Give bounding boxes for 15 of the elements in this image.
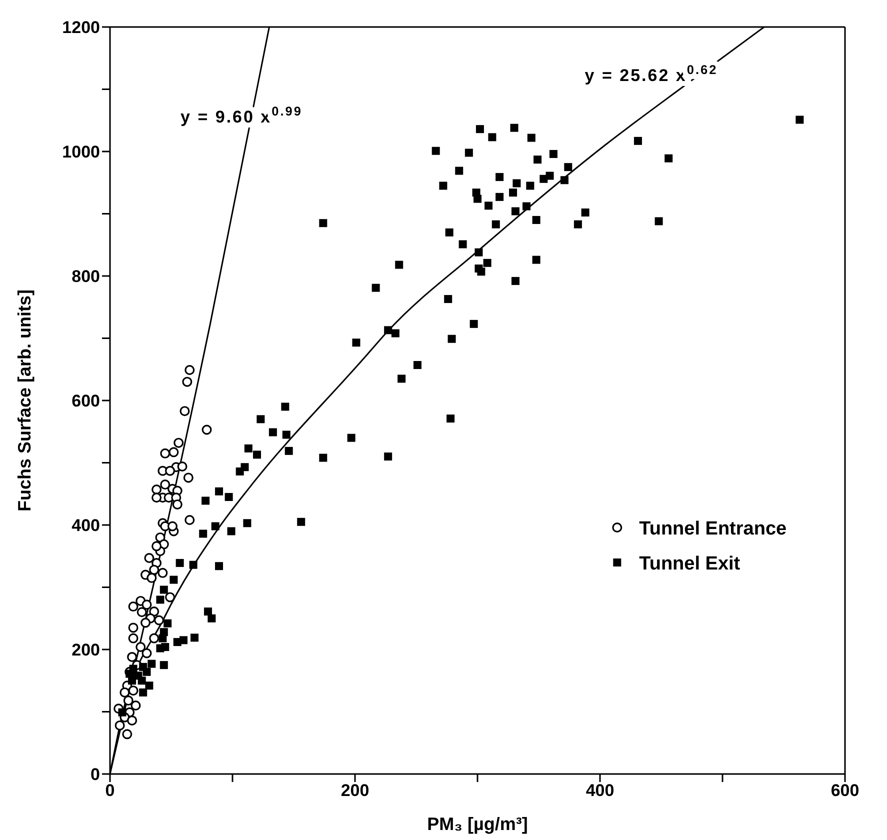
x-tick-label: 600: [830, 781, 860, 800]
y-tick-label: 1000: [62, 142, 100, 162]
x-tick-label: 0: [105, 781, 115, 800]
y-axis-title: Fuchs Surface [arb. units]: [14, 289, 34, 512]
y-tick-label: 1200: [62, 18, 100, 38]
legend-label: Tunnel Exit: [639, 553, 741, 574]
x-axis-title: PM₃ [µg/m³]: [427, 814, 528, 834]
x-tick-label: 400: [586, 781, 614, 800]
y-tick-label: 600: [72, 392, 100, 411]
y-tick-label: 400: [72, 516, 100, 536]
y-tick-label: 800: [72, 267, 100, 286]
x-tick-label: 200: [340, 781, 370, 800]
y-tick-label: 200: [72, 640, 100, 660]
y-tick-label: 0: [90, 765, 100, 784]
legend-label: Tunnel Entrance: [639, 518, 787, 540]
